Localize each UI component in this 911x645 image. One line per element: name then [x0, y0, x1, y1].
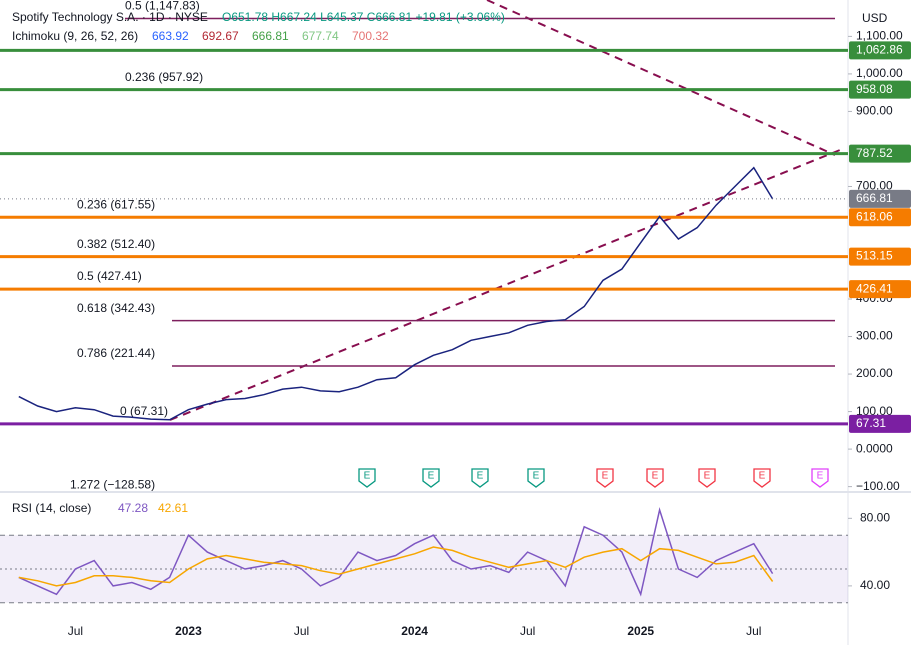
- level-tag-label: 513.15: [856, 249, 893, 263]
- y-tick-label: 40.00: [860, 578, 890, 592]
- level-tag: [849, 144, 911, 163]
- rsi-title: RSI (14, close): [12, 501, 91, 515]
- fib-label: 0 (67.31): [120, 404, 168, 418]
- data-line: [18, 507, 774, 597]
- level-tag-label: 958.08: [856, 82, 893, 96]
- fib-label: 0.5 (427.41): [77, 269, 142, 283]
- earnings-label: E: [364, 471, 371, 482]
- x-tick-label: Jul: [68, 624, 83, 638]
- x-tick-label: 2023: [175, 624, 202, 638]
- y-tick-label: 1,000.00: [856, 66, 903, 80]
- last-price-tag: [849, 189, 911, 208]
- earnings-label: E: [602, 471, 609, 482]
- y-tick-label: 80.00: [860, 511, 890, 525]
- x-tick-label: 2024: [401, 624, 428, 638]
- level-tag-label: 1,062.86: [856, 43, 903, 57]
- x-tick-label: Jul: [520, 624, 535, 638]
- legend-title: Spotify Technology S.A. · 1D · NYSE: [12, 10, 208, 24]
- legend-ohlc: O651.78 H667.24 L645.37 C666.81 +19.81 (…: [222, 10, 505, 24]
- fib-label: 0.236 (957.92): [125, 70, 203, 84]
- level-tag: [849, 80, 911, 99]
- level-tag-label: 426.41: [856, 281, 893, 295]
- earnings-label: E: [817, 471, 824, 482]
- y-tick-label: 200.00: [856, 366, 893, 380]
- earnings-marker[interactable]: [646, 468, 664, 488]
- level-tag-label: 618.06: [856, 209, 893, 223]
- level-tag: [849, 280, 911, 299]
- fib-label: 0.382 (512.40): [77, 237, 155, 251]
- earnings-marker[interactable]: [596, 468, 614, 488]
- fib-label: 0.786 (221.44): [77, 346, 155, 360]
- earnings-marker[interactable]: [422, 468, 440, 488]
- y-tick-label: 1,100.00: [856, 29, 903, 43]
- indicator-value: 692.67: [202, 29, 239, 43]
- earnings-label: E: [652, 471, 659, 482]
- rsi-value: 42.61: [158, 501, 188, 515]
- earnings-marker[interactable]: [811, 468, 829, 488]
- indicator-value: 666.81: [252, 29, 289, 43]
- data-line: [18, 166, 774, 421]
- last-price-label: 666.81: [856, 191, 893, 205]
- x-tick-label: Jul: [746, 624, 761, 638]
- earnings-label: E: [428, 471, 435, 482]
- indicator-value: 663.92: [152, 29, 189, 43]
- earnings-marker[interactable]: [753, 468, 771, 488]
- level-tag-label: 67.31: [856, 416, 886, 430]
- earnings-marker[interactable]: [527, 468, 545, 488]
- fib-label: 0.236 (617.55): [77, 198, 155, 212]
- indicator-value: 700.32: [352, 29, 389, 43]
- x-tick-label: 2025: [627, 624, 654, 638]
- earnings-marker[interactable]: [698, 468, 716, 488]
- y-tick-label: −100.00: [856, 479, 900, 493]
- level-tag: [849, 414, 911, 433]
- earnings-label: E: [533, 471, 540, 482]
- earnings-label: E: [704, 471, 711, 482]
- currency: USD: [862, 11, 888, 25]
- level-tag: [849, 247, 911, 266]
- x-tick-label: Jul: [294, 624, 309, 638]
- fib-label: 1.272 (−128.58): [70, 478, 155, 492]
- earnings-marker[interactable]: [471, 468, 489, 488]
- earnings-label: E: [477, 471, 484, 482]
- earnings-marker[interactable]: [358, 468, 376, 488]
- trend-line: [486, 0, 836, 156]
- y-tick-label: 0.0000: [856, 441, 893, 455]
- level-tag-label: 787.52: [856, 146, 893, 160]
- y-tick-label: 700.00: [856, 179, 893, 193]
- level-tag: [849, 41, 911, 60]
- y-tick-label: 100.00: [856, 404, 893, 418]
- y-tick-label: 300.00: [856, 329, 893, 343]
- y-tick-label: 900.00: [856, 104, 893, 118]
- fib-label: 0.5 (1,147.83): [125, 0, 200, 13]
- rsi-value: 47.28: [118, 501, 148, 515]
- level-tag: [849, 208, 911, 227]
- earnings-label: E: [759, 471, 766, 482]
- indicator-title: Ichimoku (9, 26, 52, 26): [12, 29, 138, 43]
- data-line: [18, 546, 774, 587]
- fib-label: 0.618 (342.43): [77, 301, 155, 315]
- indicator-value: 677.74: [302, 29, 339, 43]
